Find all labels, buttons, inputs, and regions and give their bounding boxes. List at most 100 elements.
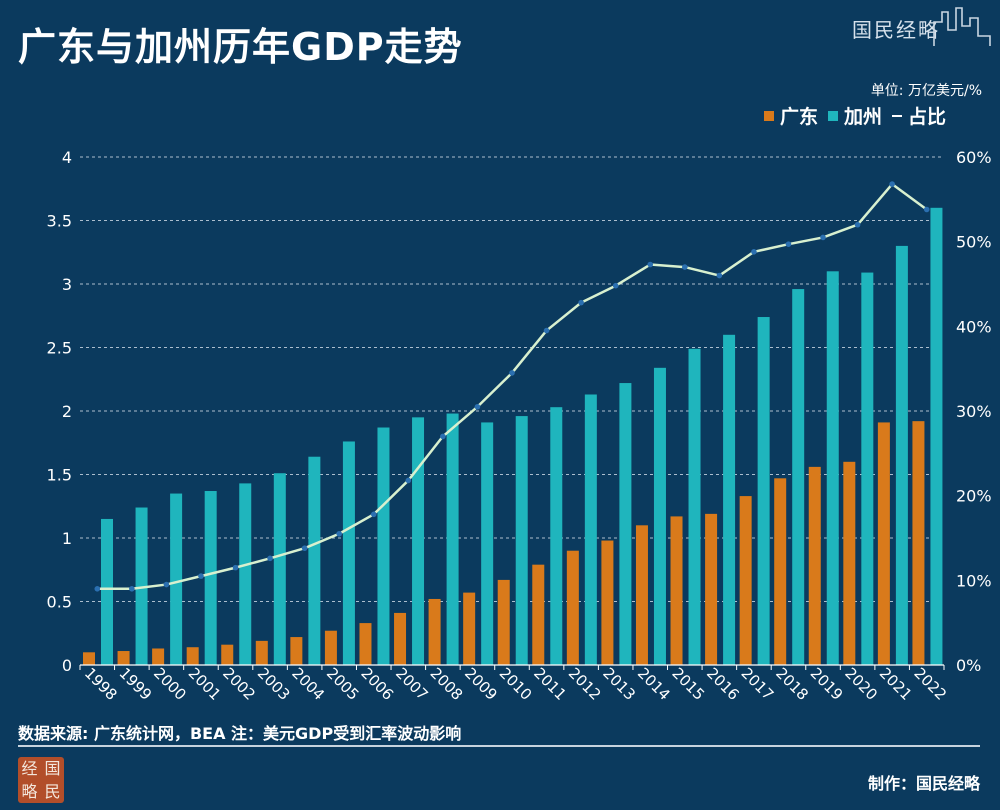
skyline-logo-icon <box>933 7 991 46</box>
y-right-tick-label: 50% <box>956 233 992 252</box>
ratio-point <box>889 181 895 187</box>
x-tick-label: 2005 <box>323 664 363 704</box>
logo-char: 经 <box>21 759 38 778</box>
x-tick-label: 2019 <box>807 664 847 704</box>
ratio-point <box>578 299 584 306</box>
y-right-tick-label: 20% <box>956 487 992 506</box>
ratio-point <box>543 327 550 334</box>
legend-item-ratio: 占比 <box>891 102 946 129</box>
bar-california <box>688 348 701 665</box>
bar-california <box>619 383 632 665</box>
x-tick-label: 2016 <box>703 664 743 704</box>
bar-california <box>342 441 355 665</box>
legend-swatch-ratio <box>891 114 902 117</box>
y-right-tick-label: 60% <box>956 148 992 167</box>
bar-california <box>101 518 113 665</box>
bar-california <box>446 413 459 665</box>
chart-legend: 广东 加州 占比 <box>763 102 946 129</box>
y-left-tick-label: 2.5 <box>47 339 72 358</box>
ratio-point <box>682 264 688 270</box>
legend-label-ratio: 占比 <box>907 106 946 128</box>
bar-guangdong <box>83 652 95 665</box>
y-right-tick-label: 40% <box>956 317 992 336</box>
ratio-point <box>820 234 826 241</box>
legend-item-california: 加州 <box>827 102 882 129</box>
bar-guangdong <box>255 640 268 665</box>
bar-guangdong <box>463 592 476 665</box>
x-tick-label: 2015 <box>668 664 708 704</box>
x-tick-label: 2013 <box>599 664 639 704</box>
bar-guangdong <box>601 540 614 665</box>
page-title: 广东与加州历年GDP走势 <box>18 25 463 69</box>
bar-guangdong <box>221 644 234 665</box>
legend-swatch-california <box>827 110 838 121</box>
bar-guangdong <box>186 647 199 665</box>
y-left-tick-label: 1 <box>62 529 72 548</box>
x-tick-label: 2022 <box>910 664 950 704</box>
x-tick-label: 2008 <box>427 664 467 704</box>
bar-california <box>930 207 943 666</box>
legend-swatch-guangdong <box>763 110 774 121</box>
bar-guangdong <box>877 422 890 665</box>
y-right-tick-label: 30% <box>956 402 992 421</box>
brand-name: 国民经略 <box>852 18 940 42</box>
y-left-tick-label: 3.5 <box>47 212 72 231</box>
brand-logo: 经 国 略 民 <box>18 757 64 803</box>
bar-guangdong <box>808 466 821 665</box>
ratio-line <box>94 181 930 592</box>
legend-label-guangdong: 广东 <box>779 106 818 128</box>
x-tick-label: 2014 <box>634 664 674 704</box>
bar-california <box>895 245 908 665</box>
bar-california <box>826 271 839 665</box>
ratio-point <box>923 206 930 213</box>
bar-california <box>239 483 252 665</box>
bar-california <box>653 367 666 665</box>
x-tick-label: 2007 <box>392 664 432 704</box>
bar-guangdong <box>774 478 787 665</box>
data-source-note: 数据来源: 广东统计网，BEA 注：美元GDP受到汇率波动影响 <box>18 724 462 743</box>
ratio-point <box>440 433 446 440</box>
x-tick-label: 2000 <box>150 664 190 704</box>
bar-guangdong <box>117 651 130 665</box>
gdp-chart: 00.511.522.533.540%10%20%30%40%50%60%199… <box>47 148 992 704</box>
y-left-tick-label: 3 <box>62 275 72 294</box>
bar-guangdong <box>912 421 925 665</box>
bar-guangdong <box>566 550 579 665</box>
x-tick-label: 2012 <box>565 664 605 704</box>
credit-text: 制作：国民经略 <box>867 774 980 793</box>
x-tick-label: 2018 <box>772 664 812 704</box>
x-tick-label: 2011 <box>530 664 570 704</box>
bar-california <box>723 334 736 665</box>
bar-california <box>792 289 805 665</box>
bar-california <box>135 507 148 665</box>
bar-guangdong <box>532 564 545 665</box>
bar-guangdong <box>497 579 510 665</box>
bar-california <box>550 407 563 665</box>
bar-guangdong <box>290 637 303 665</box>
y-left-tick-label: 2 <box>62 402 72 421</box>
ratio-point <box>509 370 515 376</box>
bar-california <box>308 456 321 665</box>
ratio-point <box>751 249 757 255</box>
x-tick-label: 2002 <box>219 664 259 704</box>
bar-california <box>170 493 183 665</box>
y-left-tick-label: 1.5 <box>47 466 72 485</box>
x-tick-label: 2001 <box>185 664 225 704</box>
ratio-point <box>232 564 239 571</box>
bar-guangdong <box>394 612 407 665</box>
bar-guangdong <box>670 516 683 665</box>
bar-guangdong <box>324 630 337 665</box>
x-tick-label: 1998 <box>81 664 121 704</box>
logo-char: 略 <box>21 782 38 801</box>
x-tick-label: 2010 <box>496 664 536 704</box>
x-tick-label: 2004 <box>288 664 328 704</box>
bar-guangdong <box>359 623 372 665</box>
x-tick-label: 2020 <box>841 664 881 704</box>
logo-char: 民 <box>44 782 61 801</box>
ratio-point <box>129 586 135 592</box>
legend-item-guangdong: 广东 <box>763 102 818 129</box>
ratio-point <box>647 261 654 268</box>
y-right-tick-label: 0% <box>956 656 981 675</box>
bar-california <box>377 427 390 665</box>
